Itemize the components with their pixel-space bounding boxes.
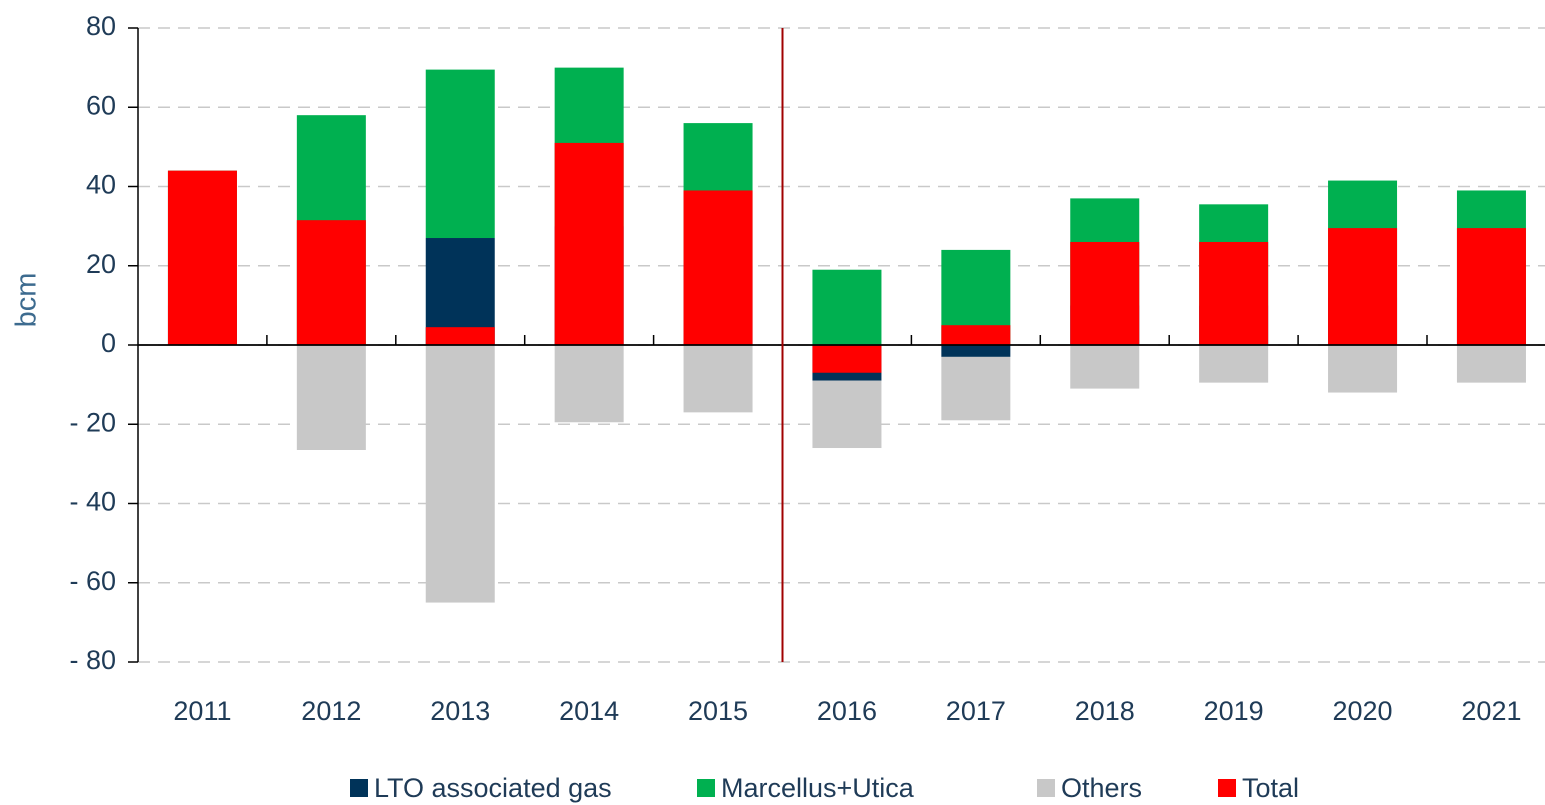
bar-segment — [1456, 345, 1526, 383]
bar-segment — [425, 69, 495, 239]
bar-segment — [941, 356, 1011, 421]
bar-segment — [683, 345, 753, 413]
legend-swatch — [697, 779, 715, 797]
bar-segment — [425, 345, 495, 603]
bar-segment — [1199, 345, 1269, 383]
x-tick-label: 2018 — [1075, 696, 1135, 726]
total-bar — [1456, 228, 1526, 345]
legend-label: Others — [1061, 773, 1142, 803]
x-tick-label: 2021 — [1461, 696, 1521, 726]
x-tick-label: 2014 — [559, 696, 619, 726]
x-tick-label: 2015 — [688, 696, 748, 726]
bar-segment — [812, 380, 882, 449]
total-bar — [812, 345, 882, 373]
total-bar — [941, 325, 1011, 345]
total-bar — [554, 142, 624, 345]
y-tick-label: 0 — [101, 328, 116, 358]
y-tick-label: 20 — [86, 249, 116, 279]
x-tick-label: 2020 — [1333, 696, 1393, 726]
y-tick-label: - 80 — [69, 645, 116, 675]
y-tick-label: - 20 — [69, 407, 116, 437]
bar-segment — [296, 345, 366, 451]
x-tick-label: 2013 — [430, 696, 490, 726]
total-bar — [167, 170, 237, 345]
x-tick-label: 2016 — [817, 696, 877, 726]
legend-swatch — [1037, 779, 1055, 797]
total-bar — [683, 190, 753, 345]
bar-segment — [941, 345, 1011, 357]
legend-swatch — [350, 779, 368, 797]
total-bar — [425, 327, 495, 345]
y-tick-label: - 60 — [69, 566, 116, 596]
legend-label: Marcellus+Utica — [721, 773, 915, 803]
y-tick-label: 80 — [86, 11, 116, 41]
total-bar — [1070, 241, 1140, 345]
y-axis-label: bcm — [11, 273, 43, 328]
y-tick-label: 60 — [86, 90, 116, 120]
y-tick-label: 40 — [86, 170, 116, 200]
x-tick-label: 2012 — [301, 696, 361, 726]
legend-swatch — [1218, 779, 1236, 797]
x-tick-label: 2019 — [1204, 696, 1264, 726]
legend-label: LTO associated gas — [374, 773, 612, 803]
x-tick-label: 2011 — [173, 696, 231, 726]
bar-segment — [1328, 345, 1398, 393]
y-tick-label: - 40 — [69, 487, 116, 517]
x-tick-label: 2017 — [946, 696, 1006, 726]
bar-segment — [554, 345, 624, 423]
total-bar — [1328, 228, 1398, 345]
bar-segment — [812, 269, 882, 345]
total-bar — [296, 220, 366, 345]
legend-label: Total — [1242, 773, 1299, 803]
bar-segment — [1070, 345, 1140, 389]
total-bar — [1199, 241, 1269, 345]
